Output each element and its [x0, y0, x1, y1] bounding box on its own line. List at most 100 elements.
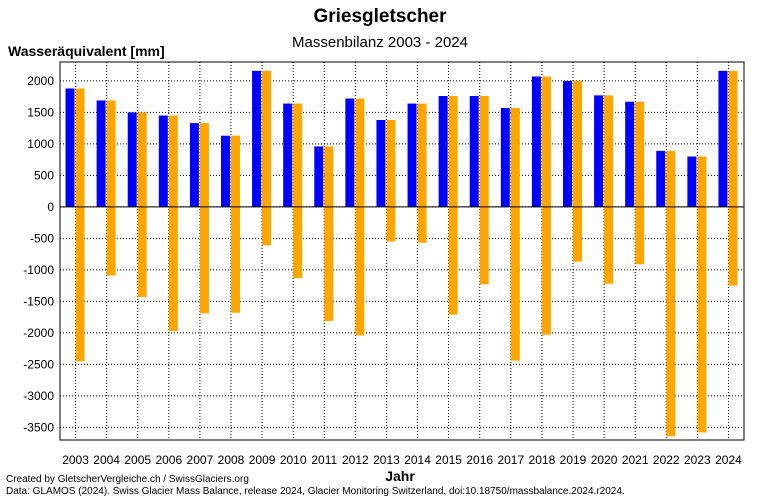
bar-ablation [231, 206, 240, 313]
chart-title: Griesgletscher [313, 6, 447, 27]
bar-accumulation [563, 80, 572, 207]
bar-ablation [386, 206, 396, 242]
bar-accumulation [314, 146, 324, 207]
x-tick-label: 2007 [187, 453, 214, 467]
x-tick-label: 2013 [373, 453, 400, 467]
bar-positive-part [697, 156, 707, 207]
bar-positive-part [199, 123, 209, 207]
y-tick-label: 0 [47, 200, 54, 214]
y-tick-label: 500 [34, 168, 54, 182]
x-axis-label: Jahr [385, 468, 415, 484]
bar-positive-part [293, 103, 303, 207]
bar-accumulation [345, 98, 355, 207]
bar-accumulation [594, 95, 604, 207]
bar-positive-part [448, 96, 458, 207]
bar-ablation [137, 206, 147, 297]
y-tick-label: 1000 [27, 137, 54, 151]
y-tick-label: -3500 [23, 420, 54, 434]
bar-ablation [262, 206, 272, 246]
x-tick-label: 2019 [560, 453, 587, 467]
bars-layer [65, 70, 738, 437]
bar-ablation [510, 206, 520, 361]
bar-positive-part [262, 70, 272, 207]
bar-accumulation [469, 96, 479, 207]
bar-positive-part [355, 98, 365, 207]
x-tick-label: 2017 [497, 453, 524, 467]
data-source-line: Data: GLAMOS (2024). Swiss Glacier Mass … [6, 486, 625, 497]
bar-positive-part [510, 107, 520, 207]
bar-accumulation [407, 103, 417, 207]
bar-accumulation [189, 123, 199, 207]
bar-ablation [604, 206, 614, 284]
bar-positive-part [479, 96, 489, 207]
bar-positive-part [635, 101, 645, 207]
bar-ablation [168, 206, 178, 332]
x-tick-label: 2008 [218, 453, 245, 467]
x-tick-label: 2003 [62, 453, 89, 467]
x-tick-label: 2023 [684, 453, 711, 467]
bar-accumulation [158, 115, 168, 207]
x-tick-label: 2016 [466, 453, 493, 467]
x-tick-label: 2014 [404, 453, 431, 467]
y-tick-label: -2500 [23, 357, 54, 371]
y-tick-labels: 2000 1500 1000 500 0 -500 -1000 -1500 -2000 -2500… [23, 74, 54, 434]
x-tick-label: 2021 [622, 453, 649, 467]
bar-accumulation [438, 96, 448, 207]
x-tick-label: 2012 [342, 453, 369, 467]
bar-ablation [106, 206, 116, 276]
bar-ablation [728, 206, 738, 286]
x-tick-label: 2006 [155, 453, 182, 467]
x-tick-label: 2018 [529, 453, 556, 467]
bar-ablation [355, 206, 365, 336]
chart-subtitle: Massenbilanz 2003 - 2024 [292, 34, 468, 51]
x-tick-label: 2010 [280, 453, 307, 467]
y-axis-label: Wasseräquivalent [mm] [8, 43, 165, 59]
x-tick-label: 2015 [435, 453, 462, 467]
y-tick-label: 1500 [27, 105, 54, 119]
frame-layer [59, 61, 745, 441]
bar-ablation [697, 206, 707, 433]
x-tick-labels: 2003 2004 2005 2006 2007 2008 2009 2010 2011 2012… [62, 453, 742, 467]
y-tick-label: 2000 [27, 74, 54, 88]
bar-ablation [541, 206, 551, 335]
bar-positive-part [728, 70, 738, 207]
bar-positive-part [604, 95, 614, 207]
bar-accumulation [656, 150, 666, 207]
bar-positive-part [666, 150, 676, 207]
y-tick-label: -3000 [23, 389, 54, 403]
bar-positive-part [168, 115, 178, 207]
bar-ablation [666, 206, 676, 437]
y-tick-label: -2000 [23, 326, 54, 340]
x-tick-label: 2005 [124, 453, 151, 467]
bar-positive-part [573, 80, 582, 207]
bar-accumulation [718, 70, 728, 207]
bar-ablation [448, 206, 458, 315]
y-tick-label: -500 [30, 231, 54, 245]
bar-accumulation [500, 107, 510, 207]
bar-ablation [199, 206, 209, 314]
x-tick-label: 2024 [715, 453, 742, 467]
bar-ablation [417, 206, 427, 243]
bar-accumulation [96, 100, 106, 207]
y-tick-label: -1000 [23, 263, 54, 277]
bar-positive-part [541, 76, 551, 207]
bar-ablation [293, 206, 303, 279]
bar-positive-part [137, 112, 147, 207]
credit-line: Created by GletscherVergleiche.ch / Swis… [6, 474, 249, 485]
x-tick-label: 2009 [249, 453, 276, 467]
x-tick-label: 2011 [311, 453, 337, 467]
y-tick-label: -1500 [23, 294, 54, 308]
bar-accumulation [687, 156, 697, 207]
bar-positive-part [75, 88, 85, 207]
bar-accumulation [127, 112, 137, 207]
plot-frame [59, 61, 745, 441]
bar-positive-part [231, 135, 240, 207]
bar-accumulation [252, 70, 262, 207]
x-tick-label: 2022 [653, 453, 680, 467]
bar-ablation [573, 206, 582, 262]
bar-positive-part [417, 103, 427, 207]
bar-ablation [635, 206, 645, 265]
bar-ablation [75, 206, 85, 362]
bar-ablation [479, 206, 489, 285]
